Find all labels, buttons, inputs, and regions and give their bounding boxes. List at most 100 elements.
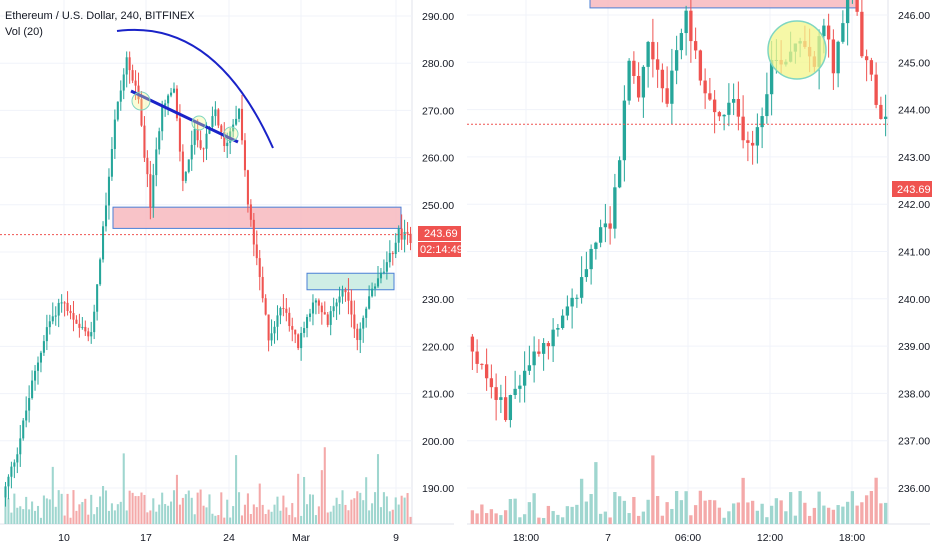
- volume-bar: [508, 498, 513, 524]
- candle-body: [359, 328, 362, 341]
- candle-body: [113, 119, 116, 150]
- volume-bar: [679, 500, 684, 524]
- volume-bar: [371, 503, 374, 524]
- candle-body: [303, 328, 306, 333]
- candle-body: [822, 25, 826, 37]
- candle-body: [311, 302, 314, 314]
- candle-body: [81, 326, 84, 328]
- candle-body: [394, 242, 397, 255]
- candle-body: [717, 112, 722, 117]
- volume-bar: [674, 490, 679, 524]
- volume-bar: [817, 491, 821, 524]
- volume-bar: [503, 510, 508, 524]
- volume-bar: [879, 503, 883, 524]
- candle-body: [161, 105, 164, 132]
- candle-body: [698, 50, 703, 81]
- candle-body: [131, 70, 134, 81]
- volume-bar: [344, 504, 347, 524]
- volume-bar: [397, 504, 400, 524]
- candle-body: [155, 149, 158, 176]
- candle-body: [261, 276, 264, 299]
- candle-body: [484, 364, 489, 379]
- volume-bar: [470, 510, 475, 524]
- candle-body: [54, 315, 57, 317]
- volume-bar: [28, 509, 31, 524]
- candle-body: [90, 332, 93, 337]
- candle-body: [353, 314, 356, 329]
- candle-body: [285, 308, 288, 313]
- candle-body: [579, 277, 584, 298]
- candle-body: [522, 370, 527, 386]
- volume-bar: [788, 492, 793, 524]
- volume-bar: [480, 504, 484, 524]
- volume-bar: [308, 494, 312, 524]
- candle-body: [273, 326, 276, 334]
- candle-body: [152, 175, 155, 208]
- volume-bar: [320, 470, 323, 524]
- candle-body: [63, 302, 66, 304]
- volume-bar: [184, 494, 187, 524]
- volume-bar: [22, 509, 25, 524]
- candle-body: [306, 317, 309, 329]
- candle-body: [208, 126, 211, 134]
- volume-bar: [314, 515, 317, 524]
- candle-body: [400, 228, 403, 240]
- candle-body: [589, 248, 593, 270]
- volume-bar: [812, 507, 817, 524]
- candle-body: [722, 114, 726, 117]
- left-grid: [0, 0, 454, 525]
- volume-bar: [261, 504, 264, 524]
- volume-bar: [78, 504, 81, 524]
- left-last-price-badge: 243.69: [418, 226, 461, 241]
- candle-body: [87, 331, 90, 337]
- volume-bar: [19, 506, 22, 524]
- candle-body: [175, 88, 178, 119]
- candle-body: [172, 88, 176, 93]
- candle-body: [279, 308, 282, 316]
- candle-body: [39, 352, 42, 363]
- candle-body: [613, 187, 617, 229]
- candle-body: [765, 94, 769, 117]
- candle-body: [72, 313, 75, 320]
- volume-bar: [161, 492, 164, 524]
- volume-bar: [869, 490, 874, 524]
- time-tick-label: Mar: [292, 532, 311, 544]
- volume-bar: [341, 490, 344, 524]
- volume-bar: [883, 502, 888, 524]
- volume-bar: [494, 513, 498, 524]
- candle-body: [143, 125, 146, 158]
- volume-bar: [238, 492, 241, 524]
- candle-body: [178, 118, 181, 152]
- price-tick-label: 246.00: [898, 10, 930, 22]
- volume-bar: [655, 495, 660, 524]
- candle-body: [7, 476, 10, 487]
- candle-body: [527, 365, 532, 371]
- time-tick-label: 17: [140, 532, 152, 544]
- candle-body: [537, 351, 541, 354]
- candle-body: [187, 159, 190, 172]
- price-tick-label: 190.00: [422, 483, 454, 495]
- candle-body: [736, 99, 741, 117]
- time-tick-label: 18:00: [839, 532, 865, 544]
- volume-bar: [359, 492, 362, 524]
- candle-body: [391, 253, 394, 255]
- candle-body: [636, 75, 641, 98]
- candle-body: [883, 116, 888, 119]
- volume-bar: [96, 507, 99, 524]
- volume-bar: [232, 506, 235, 524]
- volume-bar: [755, 510, 760, 524]
- candle-body: [406, 231, 409, 234]
- volume-bar: [57, 490, 60, 524]
- volume-bar: [90, 494, 93, 524]
- volume-bar: [874, 477, 878, 524]
- volume-bar: [613, 492, 617, 524]
- volume-bar: [267, 509, 270, 524]
- volume-bar: [107, 510, 110, 524]
- candle-body: [22, 420, 25, 439]
- candle-body: [238, 108, 241, 119]
- volume-bar: [317, 506, 320, 524]
- candle-body: [864, 56, 869, 61]
- volume-bar: [388, 511, 391, 524]
- volume-bar: [240, 515, 244, 524]
- volume-bar: [845, 501, 850, 524]
